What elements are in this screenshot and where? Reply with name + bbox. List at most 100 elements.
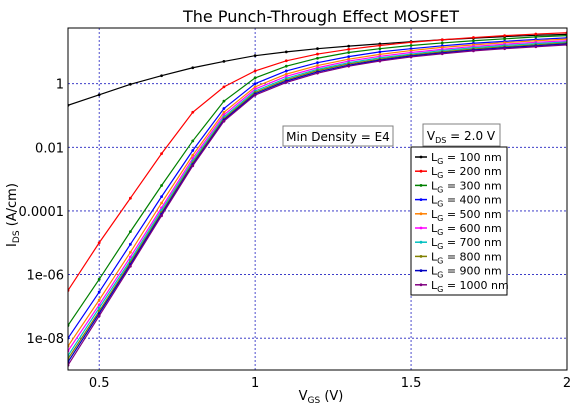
y-tick-label-4: 1e-08 [26,332,64,347]
series-4 [68,37,567,348]
series-2-point-12 [440,41,444,45]
series-9-point-15 [534,45,538,49]
vds-text-rest: = 2.0 V [446,129,496,143]
series-2-point-10 [378,47,382,51]
series-4-point-2 [128,250,132,254]
series-2-point-14 [503,37,507,41]
series-3-point-3 [160,195,163,199]
min-density-annotation: Min Density = E4 [282,125,394,147]
series-3-point-7 [284,69,288,73]
series-9-point-4 [191,164,195,168]
series-3-point-2 [128,242,132,246]
series-3-point-8 [316,61,319,65]
x-tick-label-0: 0.5 [89,376,110,391]
legend-label-6: LG = 700 nm [431,236,502,251]
series-3-point-5 [222,107,226,110]
y-axis-label-main: I [5,243,20,247]
series-1-point-10 [378,44,382,47]
series-1-point-9 [347,47,351,51]
vds-text-main: V [427,129,436,143]
series-1-point-3 [160,152,163,156]
x-axis-label-main: V [299,389,308,404]
series-0-point-1 [97,93,101,97]
series-1-point-15 [534,32,538,36]
y-tick-label-3: 1e-06 [26,269,64,284]
y-axis-label: IDS (A/cm) [5,183,22,247]
legend-marker-4 [419,212,423,216]
legend-label-3: LG = 400 nm [431,194,502,209]
series-4-point-7 [284,72,288,76]
vds-text-sub: DS [435,136,446,145]
series-2-point-2 [128,230,132,234]
series-0-point-3 [160,74,163,78]
legend-marker-5 [419,226,423,230]
series-4-point-4 [191,153,195,157]
vds-annotation: VDS = 2.0 V [422,123,501,147]
series-9-point-14 [503,47,507,51]
series-0-point-4 [191,66,195,70]
series-9-point-6 [253,93,257,97]
series-9-point-3 [160,214,163,218]
legend-marker-6 [419,240,423,244]
y-tick-label-2: 0.0001 [19,205,65,220]
series-0-point-7 [284,50,288,54]
series-6-point-1 [97,306,101,310]
series-1-point-8 [316,52,319,56]
series-2-point-7 [284,64,288,68]
legend-marker-7 [419,255,423,258]
series-1 [68,31,567,292]
legend-marker-8 [419,269,423,272]
series-9-point-10 [378,59,382,63]
series-1-point-7 [284,59,288,63]
legend-marker-1 [419,169,423,173]
series-2-point-4 [191,139,195,143]
x-axis-label-rest: (V) [320,389,343,404]
series-9 [68,43,567,367]
series-9-point-1 [97,314,101,318]
legend-label-5: LG = 600 nm [431,222,502,237]
legend-label-0: LG = 100 nm [431,151,502,166]
series-9-point-2 [128,264,132,268]
series-2-point-15 [534,35,538,39]
series-4-point-1 [97,298,101,302]
series-lines [68,31,567,367]
series-1-point-1 [97,241,101,245]
series-9-point-12 [440,52,444,56]
min-density-box [282,125,394,147]
series-4-point-3 [160,201,163,205]
legend-label-7: LG = 800 nm [431,250,502,265]
legend-label-9: LG = 1000 nm [431,279,509,294]
axes: 0.5 1 1.5 2 1 0.01 0.0001 1e-06 1e-08 [19,27,571,391]
legend-marker-0 [419,155,423,159]
legend-marker-3 [419,198,423,202]
x-axis-label: VGS (V) [299,389,344,406]
legend-marker-2 [419,184,423,187]
legend-label-1: LG = 200 nm [431,165,502,180]
series-0-point-9 [347,44,351,48]
legend-marker-9 [419,283,423,287]
vds-box [422,123,501,147]
series-3-point-4 [191,149,195,152]
x-axis-label-sub: GS [308,396,321,406]
series-0-point-8 [316,47,319,51]
series-5-point-1 [97,303,101,307]
legend-label-4: LG = 500 nm [431,208,502,223]
series-0-point-2 [128,82,132,86]
series-4-point-8 [316,64,319,67]
x-tick-label-2: 1.5 [401,376,422,391]
series-2-point-6 [253,76,257,80]
series-1-point-4 [191,110,195,114]
chart-title: The Punch-Through Effect MOSFET [182,7,459,26]
series-2 [68,34,567,327]
series-9-point-8 [316,71,319,75]
y-axis-label-sub: DS [12,230,22,243]
series-9-point-7 [284,81,288,84]
y-tick-label-0: 1 [56,78,64,93]
series-3-point-1 [97,290,101,294]
series-0-point-5 [222,60,226,63]
axes-frame [67,27,568,371]
series-9-point-13 [472,49,475,53]
series-0-point-6 [253,54,257,58]
